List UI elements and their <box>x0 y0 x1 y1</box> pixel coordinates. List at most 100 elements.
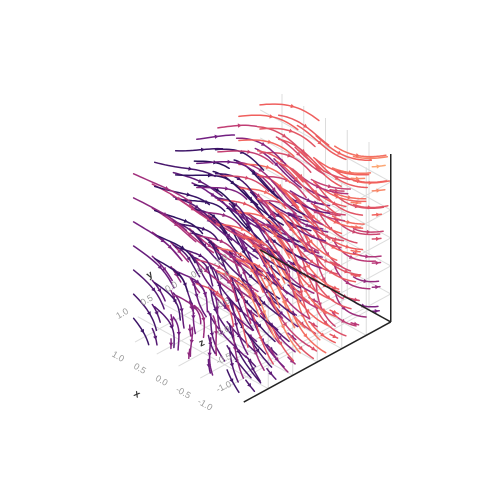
stream-arrowhead <box>224 186 230 191</box>
stream-arrowhead <box>281 133 287 138</box>
stream-arrowhead <box>251 171 256 176</box>
stream-arrowhead <box>261 300 267 306</box>
stream-arrowhead <box>263 189 269 194</box>
y-axis-title: y <box>145 269 156 282</box>
stream-arrowhead <box>253 351 258 356</box>
stream-arrowhead <box>306 197 311 202</box>
stream-arrowhead <box>317 302 322 307</box>
streamline <box>132 197 188 232</box>
stream-arrowhead <box>169 318 174 323</box>
stream-arrowhead <box>195 279 200 284</box>
stream-arrowhead <box>293 176 299 182</box>
stream-arrowhead <box>256 264 262 269</box>
stream-arrowhead <box>186 256 191 261</box>
stream-arrowhead <box>244 175 250 180</box>
stream-arrowhead <box>236 176 242 181</box>
stream-arrowhead <box>215 290 220 295</box>
stream-arrowhead <box>176 272 181 277</box>
stream-arrowhead <box>146 311 151 316</box>
stream-arrowhead <box>303 333 308 338</box>
stream-arrowhead <box>292 223 297 229</box>
stream-arrowhead <box>303 247 309 252</box>
z-tick-label: 1.0 <box>216 268 232 282</box>
stream-arrowhead <box>346 219 351 225</box>
stream-arrowhead <box>337 150 342 155</box>
stream-arrowhead <box>242 232 247 237</box>
stream-arrowhead <box>272 239 277 244</box>
stream-arrowhead <box>228 253 234 259</box>
stream-arrowhead <box>291 261 297 266</box>
stream-arrowhead <box>238 252 244 256</box>
stream-arrowhead <box>275 208 280 214</box>
stream-arrowhead <box>211 213 216 219</box>
stream-arrowhead <box>334 188 340 193</box>
stream-arrowhead <box>309 259 314 264</box>
z-tick-label: -1.0 <box>214 379 232 395</box>
stream-arrowhead <box>320 332 325 337</box>
stream-arrowhead <box>236 277 241 282</box>
stream-arrowhead <box>323 320 328 325</box>
stream-arrowhead <box>287 153 292 158</box>
stream-arrowhead <box>331 244 336 249</box>
stream-arrowhead <box>240 226 246 231</box>
stream-arrowhead <box>258 167 263 172</box>
stream-arrowhead <box>298 290 304 295</box>
y-tick-label: 0.0 <box>163 279 179 294</box>
stream-arrowhead <box>227 279 232 284</box>
stream-arrowhead <box>267 139 272 144</box>
stream-arrowhead <box>188 166 193 171</box>
stream-arrowhead <box>164 186 170 190</box>
stream-arrowhead <box>168 342 174 347</box>
stream-arrowhead <box>315 184 321 189</box>
grid-line <box>260 137 391 211</box>
stream-arrowhead <box>333 219 338 224</box>
stream-arrowhead <box>207 240 213 245</box>
stream-arrowhead <box>305 222 310 227</box>
stream-arrowhead <box>203 268 209 273</box>
stream-arrowhead <box>259 239 264 244</box>
stream-arrowhead <box>194 293 199 298</box>
stream-arrowhead <box>295 198 300 204</box>
stream-arrowhead <box>270 258 275 263</box>
stream-arrowhead <box>352 229 357 234</box>
stream-arrowhead <box>233 322 239 327</box>
stream-arrowhead <box>347 195 352 200</box>
grid-line <box>186 289 318 363</box>
stream-arrowhead <box>214 331 219 336</box>
stream-arrowhead <box>242 201 248 206</box>
axis-spine-y <box>243 321 392 403</box>
stream-arrowhead <box>363 278 368 284</box>
stream-arrowhead <box>244 299 249 305</box>
stream-arrowhead <box>277 183 283 189</box>
stream-arrowhead <box>190 230 196 235</box>
stream-arrowhead <box>192 305 197 310</box>
z-tick-label: 0.0 <box>216 324 232 338</box>
stream-arrowhead <box>201 317 206 322</box>
x-axis-title: x <box>132 388 143 401</box>
x-tick-label: -0.5 <box>174 384 192 400</box>
stream-arrowhead <box>365 254 370 259</box>
stream-arrowhead <box>210 192 215 197</box>
stream-arrowhead <box>253 218 259 223</box>
grid-line <box>260 109 391 183</box>
stream-arrowhead <box>240 295 245 301</box>
stream-arrowhead <box>179 308 184 313</box>
streamline <box>153 161 216 178</box>
stream-arrowhead <box>217 264 222 269</box>
stream-arrowhead <box>221 258 227 263</box>
stream-arrowhead <box>219 238 225 243</box>
stream-arrowhead <box>344 269 349 274</box>
z-axis-title: z <box>197 337 206 349</box>
stream-arrowhead <box>274 162 279 167</box>
stream-arrowhead <box>252 248 257 253</box>
stream-arrowhead <box>218 256 223 261</box>
stream-arrowhead <box>296 151 301 157</box>
stream-arrowhead <box>289 248 294 253</box>
stream-arrowhead <box>355 153 361 158</box>
stream-arrowhead <box>317 140 322 145</box>
stream-arrowhead <box>356 178 362 184</box>
stream-arrowhead <box>198 253 203 258</box>
stream-arrowhead <box>276 251 281 256</box>
stream-arrowhead <box>306 240 310 246</box>
stream-arrowhead <box>261 310 266 315</box>
